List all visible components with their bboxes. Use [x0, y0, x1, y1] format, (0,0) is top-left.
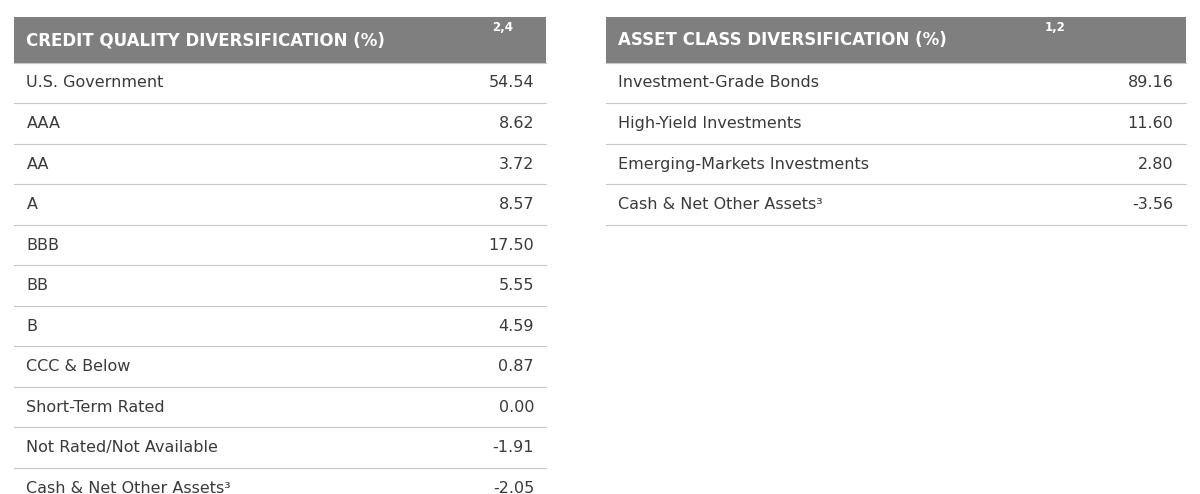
- Text: 0.00: 0.00: [498, 400, 534, 414]
- Text: -1.91: -1.91: [492, 440, 534, 455]
- Text: 0.87: 0.87: [498, 359, 534, 374]
- Text: High-Yield Investments: High-Yield Investments: [618, 116, 802, 131]
- Text: ASSET CLASS DIVERSIFICATION (%): ASSET CLASS DIVERSIFICATION (%): [618, 31, 947, 49]
- Text: BBB: BBB: [26, 238, 60, 252]
- Text: 8.57: 8.57: [498, 197, 534, 212]
- Text: 1,2: 1,2: [1044, 21, 1066, 34]
- Text: 89.16: 89.16: [1128, 76, 1174, 90]
- Text: BB: BB: [26, 278, 48, 293]
- Text: 2.80: 2.80: [1138, 157, 1174, 171]
- Text: 54.54: 54.54: [488, 76, 534, 90]
- Text: Investment-Grade Bonds: Investment-Grade Bonds: [618, 76, 818, 90]
- Text: Emerging-Markets Investments: Emerging-Markets Investments: [618, 157, 869, 171]
- Text: 2,4: 2,4: [492, 21, 512, 34]
- Text: 11.60: 11.60: [1128, 116, 1174, 131]
- Bar: [14, 17, 546, 63]
- Text: Not Rated/Not Available: Not Rated/Not Available: [26, 440, 218, 455]
- Text: B: B: [26, 319, 37, 333]
- Text: AA: AA: [26, 157, 49, 171]
- Text: CREDIT QUALITY DIVERSIFICATION (%): CREDIT QUALITY DIVERSIFICATION (%): [26, 31, 385, 49]
- Text: 17.50: 17.50: [488, 238, 534, 252]
- Text: Short-Term Rated: Short-Term Rated: [26, 400, 166, 414]
- Text: U.S. Government: U.S. Government: [26, 76, 163, 90]
- Text: 5.55: 5.55: [498, 278, 534, 293]
- Text: CCC & Below: CCC & Below: [26, 359, 131, 374]
- Text: Cash & Net Other Assets³: Cash & Net Other Assets³: [618, 197, 823, 212]
- Text: AAA: AAA: [26, 116, 60, 131]
- Text: Cash & Net Other Assets³: Cash & Net Other Assets³: [26, 481, 232, 494]
- Text: 8.62: 8.62: [498, 116, 534, 131]
- Text: -2.05: -2.05: [493, 481, 534, 494]
- Bar: [606, 17, 1186, 63]
- Text: 4.59: 4.59: [498, 319, 534, 333]
- Text: 3.72: 3.72: [499, 157, 534, 171]
- Text: -3.56: -3.56: [1133, 197, 1174, 212]
- Text: A: A: [26, 197, 37, 212]
